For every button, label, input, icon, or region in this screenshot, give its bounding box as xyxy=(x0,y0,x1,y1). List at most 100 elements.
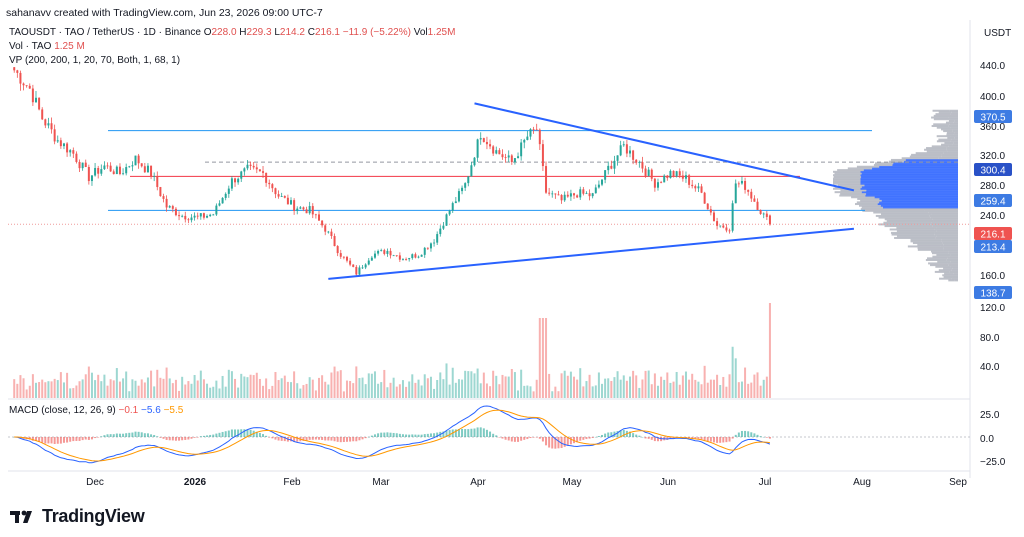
macd-histogram-bar xyxy=(53,437,56,444)
volume-bar xyxy=(768,303,771,398)
candle-body xyxy=(675,171,678,177)
vp-bar xyxy=(896,230,937,233)
volume-bar xyxy=(218,388,221,398)
vp-bar xyxy=(945,121,954,124)
vp-bar xyxy=(856,165,880,168)
candle-body xyxy=(84,162,87,167)
vp-bar xyxy=(943,267,953,270)
volume-bar xyxy=(560,373,563,398)
macd-legend[interactable]: MACD (close, 12, 26, 9) −0.1 −5.6 −5.5 xyxy=(9,405,183,416)
volume-bar xyxy=(258,378,261,398)
macd-histogram-bar xyxy=(489,431,492,437)
tradingview-logo-text: TradingView xyxy=(42,506,145,526)
vp-bar xyxy=(865,194,958,197)
macd-histogram-bar xyxy=(190,437,193,439)
vp-bar xyxy=(947,150,958,153)
volume-bar xyxy=(470,371,473,398)
candle-body xyxy=(681,175,684,179)
macd-histogram-bar xyxy=(700,437,703,440)
vp-bar xyxy=(936,235,958,238)
macd-histogram-bar xyxy=(234,429,237,437)
candle-body xyxy=(184,215,187,220)
vp-bar xyxy=(950,113,958,116)
volume-legend[interactable]: Vol · TAO 1.25 M xyxy=(9,41,85,52)
candle-body xyxy=(405,259,408,260)
volume-bar xyxy=(202,379,205,398)
volume-bar xyxy=(681,375,684,398)
volume-bar xyxy=(302,385,305,398)
candle-body xyxy=(545,166,548,193)
vp-bar xyxy=(950,260,958,263)
candle-body xyxy=(249,164,252,166)
volume-bar xyxy=(165,367,168,398)
macd-histogram-bar xyxy=(193,437,196,438)
macd-histogram-bar xyxy=(41,437,44,443)
candle-body xyxy=(700,186,703,193)
macd-histogram-bar xyxy=(725,437,728,443)
macd-histogram-bar xyxy=(737,432,740,437)
macd-tick: 0.0 xyxy=(980,434,994,445)
vp-bar xyxy=(933,118,950,121)
vp-bar xyxy=(928,211,958,214)
vp-legend[interactable]: VP (200, 200, 1, 20, 70, Both, 1, 68, 1) xyxy=(9,55,180,66)
volume-bar xyxy=(762,379,765,398)
volume-bar xyxy=(153,386,156,398)
macd-histogram-bar xyxy=(50,437,53,444)
candle-body xyxy=(601,179,604,185)
vp-bar xyxy=(883,221,932,224)
volume-bar xyxy=(34,382,37,398)
volume-bar xyxy=(118,381,121,398)
candle-body xyxy=(678,171,681,176)
vp-bar xyxy=(953,141,958,144)
macd-histogram-bar xyxy=(429,433,432,437)
volume-bar xyxy=(190,383,193,398)
candle-body xyxy=(613,160,616,169)
vp-bar xyxy=(950,253,958,256)
volume-bar xyxy=(669,382,672,398)
candle-body xyxy=(361,267,364,269)
macd-histogram-bar xyxy=(122,433,125,437)
candle-body xyxy=(672,170,675,177)
vp-bar xyxy=(950,135,958,138)
candle-body xyxy=(526,136,529,140)
vp-bar xyxy=(935,265,951,268)
volume-bar xyxy=(517,390,520,398)
macd-histogram-bar xyxy=(569,437,572,445)
vp-bar xyxy=(904,160,958,163)
volume-bar xyxy=(178,390,181,398)
candle-body xyxy=(38,97,41,110)
vp-bar xyxy=(930,216,958,219)
candle-body xyxy=(277,194,280,197)
candle-body xyxy=(573,193,576,196)
volume-bar xyxy=(75,385,78,398)
macd-histogram-bar xyxy=(314,437,317,440)
vp-bar xyxy=(893,162,958,165)
candle-body xyxy=(290,200,293,205)
candle-body xyxy=(109,165,112,172)
macd-histogram-bar xyxy=(277,437,280,441)
volume-bar xyxy=(744,367,747,398)
macd-histogram-bar xyxy=(610,432,613,437)
candle-body xyxy=(750,191,753,199)
macd-pane xyxy=(13,405,771,464)
vp-bar xyxy=(860,182,958,185)
vp-bar xyxy=(889,228,935,231)
candle-body xyxy=(557,194,560,196)
macd-histogram-bar xyxy=(109,434,112,437)
volume-bar xyxy=(610,380,613,398)
candle-body xyxy=(283,196,286,198)
macd-histogram-bar xyxy=(669,437,672,439)
macd-histogram-bar xyxy=(585,437,588,440)
vp-bar xyxy=(880,204,958,207)
macd-histogram-bar xyxy=(367,436,370,438)
symbol-legend[interactable]: TAOUSDT · TAO / TetherUS · 1D · Binance … xyxy=(9,27,456,38)
candle-body xyxy=(94,167,97,176)
macd-histogram-bar xyxy=(212,434,215,437)
volume-bar xyxy=(87,366,90,398)
vp-bar xyxy=(860,170,958,173)
tradingview-logo[interactable]: TradingView xyxy=(10,506,145,527)
vp-bar xyxy=(896,235,937,238)
candle-body xyxy=(146,165,149,173)
vp-bar xyxy=(860,174,958,177)
